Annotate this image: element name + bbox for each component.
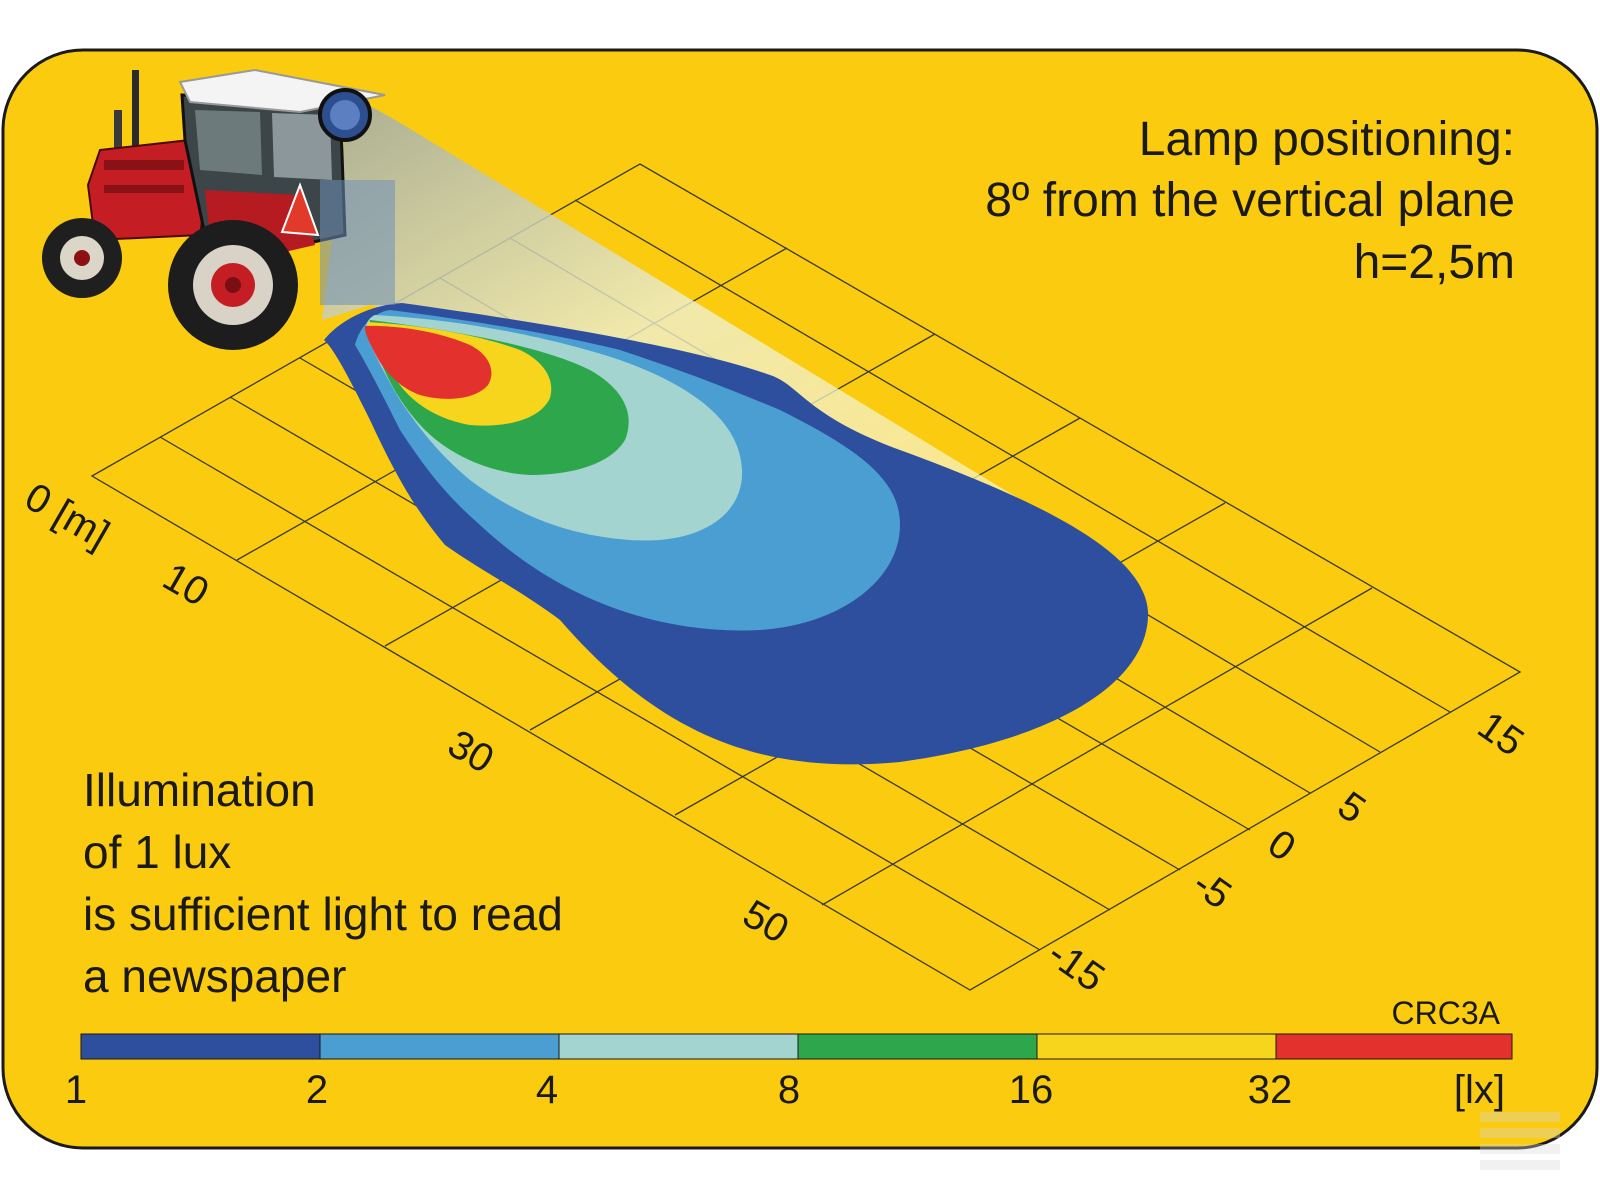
- note-line-4: a newspaper: [83, 950, 346, 1002]
- legend-tick-32: 32: [1248, 1068, 1293, 1112]
- header-line-2: 8º from the vertical plane: [985, 174, 1515, 227]
- legend-tick-16: 16: [1009, 1068, 1054, 1112]
- legend-segment-8-16: [797, 1033, 1038, 1060]
- tractor-icon: [42, 68, 395, 350]
- header-line-3: h=2,5m: [1354, 236, 1515, 289]
- legend-segment-2-4: [319, 1033, 560, 1060]
- legend-tick-2: 2: [306, 1068, 328, 1112]
- legend-segment-4-8: [558, 1033, 799, 1060]
- illuminance-contours: [324, 303, 1149, 765]
- legend-tick-4: 4: [536, 1068, 558, 1112]
- legend-segment-1-2: [80, 1033, 321, 1060]
- light-beam: [322, 95, 1120, 560]
- k-logo-watermark-icon: [1480, 1112, 1560, 1170]
- model-code: CRC3A: [1392, 995, 1501, 1031]
- legend-segment-16-32: [1036, 1033, 1277, 1060]
- legend-segment-32-plus: [1275, 1033, 1513, 1060]
- legend-unit: [lx]: [1454, 1068, 1505, 1112]
- note-line-2: of 1 lux: [83, 826, 231, 878]
- legend-tick-8: 8: [778, 1068, 800, 1112]
- note-line-3: is sufficient light to read: [83, 888, 563, 940]
- note-line-1: Illumination: [83, 764, 316, 816]
- legend-tick-1: 1: [65, 1068, 87, 1112]
- legend-color-bar: [80, 1033, 1513, 1060]
- contour-6-lx: [364, 325, 492, 399]
- header-line-1: Lamp positioning:: [1139, 113, 1515, 166]
